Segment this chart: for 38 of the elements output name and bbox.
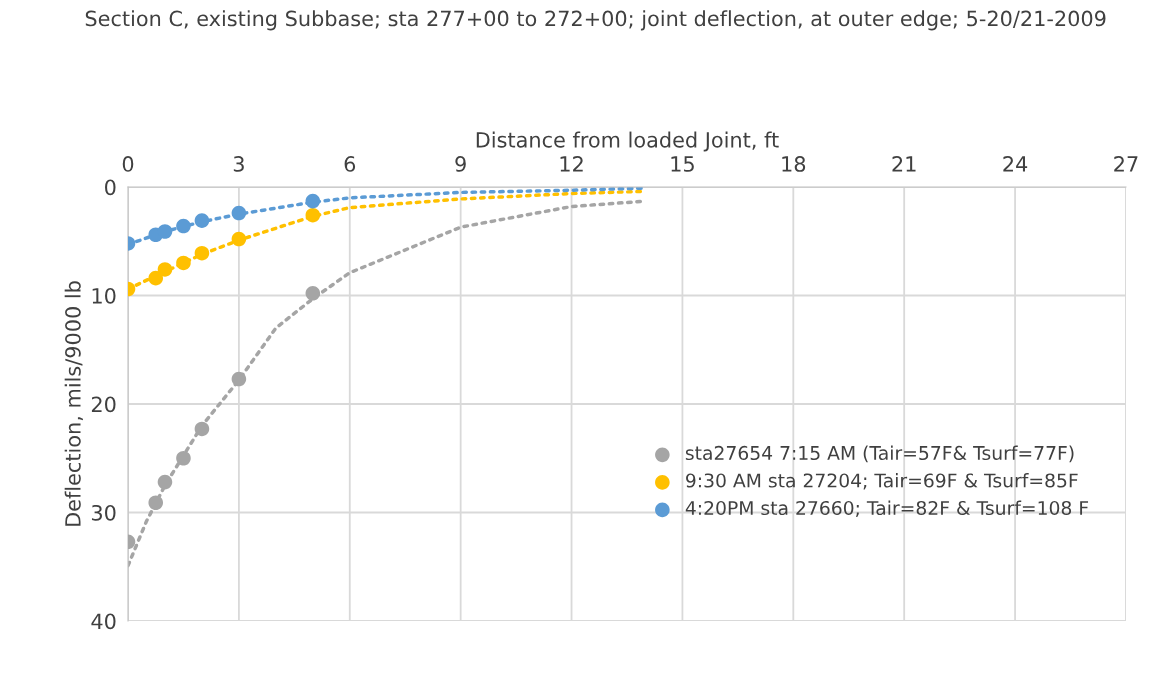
legend-label: sta27654 7:15 AM (Tair=57F& Tsurf=77F): [685, 445, 1074, 463]
point: [231, 231, 247, 247]
x-tick-label: 27: [1114, 156, 1138, 172]
chart-title: Section C, existing Subbase; sta 277+00 to 272+00; joint deflection, at outer edge; 5-20/21-2009: [85, 10, 1106, 31]
point: [157, 474, 173, 490]
x-tick-label: 0: [122, 156, 134, 172]
point: [305, 286, 321, 301]
x-tick-label: 21: [892, 156, 916, 172]
x-tick-label: 9: [455, 156, 466, 172]
x-tick-label: 15: [671, 156, 694, 172]
y-tick-label: 30: [91, 504, 116, 521]
point: [194, 421, 210, 437]
x-axis-title: Distance from loaded Joint, ft: [476, 131, 779, 152]
point: [305, 207, 321, 223]
point: [194, 213, 210, 228]
legend-label: 4:20PM sta 27660; Tair=82F & Tsurf=108 F: [685, 500, 1089, 517]
point: [231, 371, 247, 387]
legend-label: 9:30 AM sta 27204; Tair=69F & Tsurf=85F: [686, 473, 1078, 490]
x-tick-label: 3: [233, 156, 244, 172]
y-tick-label: 20: [91, 396, 116, 413]
y-tick-label: 40: [91, 613, 116, 630]
y-tick-label: 0: [105, 179, 116, 196]
y-axis-title: Deflection, mils/9000 lb: [64, 281, 83, 526]
y-tick-label: 10: [92, 287, 116, 304]
point: [157, 224, 173, 239]
point: [176, 450, 191, 466]
point: [176, 255, 191, 271]
point: [305, 193, 321, 209]
x-tick-label: 18: [782, 156, 806, 172]
point: [176, 218, 191, 234]
point: [148, 495, 164, 511]
point: [157, 262, 173, 277]
point: [194, 245, 210, 261]
point: [231, 205, 247, 221]
x-tick-label: 6: [344, 156, 356, 172]
x-tick-label: 12: [560, 156, 583, 172]
point: [148, 270, 164, 286]
x-tick-label: 24: [1003, 156, 1028, 172]
